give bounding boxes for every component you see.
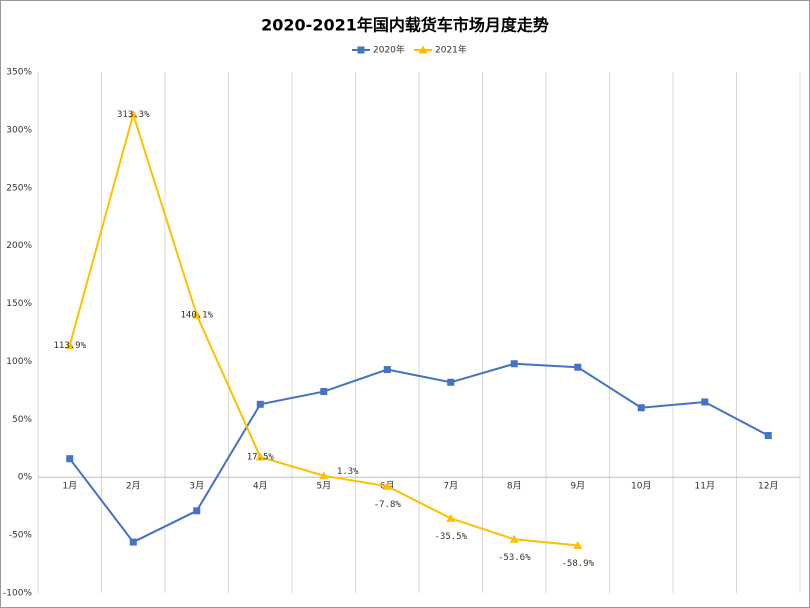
x-tick-label: 5月 bbox=[316, 481, 331, 492]
marker bbox=[447, 378, 455, 386]
x-tick-label: 7月 bbox=[443, 481, 458, 492]
marker bbox=[574, 363, 582, 371]
y-tick-label: 350% bbox=[6, 68, 32, 78]
y-tick-label: 0% bbox=[18, 473, 33, 483]
marker bbox=[509, 534, 519, 543]
marker bbox=[255, 452, 265, 461]
marker bbox=[510, 360, 518, 368]
marker bbox=[256, 400, 264, 408]
y-tick-label: -50% bbox=[9, 531, 33, 541]
x-tick-label: 4月 bbox=[253, 481, 268, 492]
y-tick-label: 250% bbox=[6, 183, 32, 193]
marker bbox=[357, 46, 365, 54]
y-tick-label: 50% bbox=[12, 415, 32, 425]
x-tick-label: 2月 bbox=[126, 481, 141, 492]
x-tick-label: 10月 bbox=[631, 481, 651, 492]
x-tick-label: 12月 bbox=[758, 481, 778, 492]
y-tick-label: -100% bbox=[3, 589, 32, 599]
value-label: -58.9% bbox=[561, 559, 594, 569]
legend-label: 2020年 bbox=[373, 44, 405, 56]
value-label: -7.8% bbox=[374, 500, 402, 510]
x-tick-label: 8月 bbox=[507, 481, 522, 492]
marker bbox=[320, 388, 328, 396]
marker bbox=[418, 45, 428, 54]
chart-title: 2020-2021年国内载货车市场月度走势 bbox=[261, 16, 549, 35]
marker bbox=[128, 109, 138, 118]
y-tick-label: 300% bbox=[6, 125, 32, 135]
marker bbox=[701, 398, 709, 406]
marker bbox=[129, 538, 137, 546]
y-tick-label: 100% bbox=[6, 357, 32, 367]
marker bbox=[65, 340, 75, 349]
marker bbox=[383, 366, 391, 374]
marker bbox=[192, 310, 202, 319]
marker bbox=[193, 507, 201, 515]
y-tick-label: 150% bbox=[6, 299, 32, 309]
marker bbox=[319, 471, 329, 480]
series-line bbox=[68, 362, 769, 544]
value-label: 113.9% bbox=[53, 341, 86, 351]
legend-label: 2021年 bbox=[435, 44, 467, 56]
marker bbox=[637, 404, 645, 412]
value-label: -53.6% bbox=[498, 553, 531, 563]
x-tick-label: 1月 bbox=[62, 481, 77, 492]
x-tick-label: 11月 bbox=[695, 481, 715, 492]
x-tick-label: 9月 bbox=[570, 481, 585, 492]
marker bbox=[66, 455, 74, 463]
y-tick-label: 200% bbox=[6, 241, 32, 251]
marker bbox=[446, 513, 456, 522]
value-label: 1.3% bbox=[337, 467, 359, 477]
marker bbox=[573, 540, 583, 549]
x-tick-label: 3月 bbox=[189, 481, 204, 492]
value-label: 140.1% bbox=[180, 311, 213, 321]
value-label: 313.3% bbox=[117, 110, 150, 120]
value-label: 17.5% bbox=[247, 452, 275, 462]
value-label: -35.5% bbox=[434, 532, 467, 542]
marker bbox=[764, 432, 772, 440]
marker bbox=[382, 481, 392, 490]
